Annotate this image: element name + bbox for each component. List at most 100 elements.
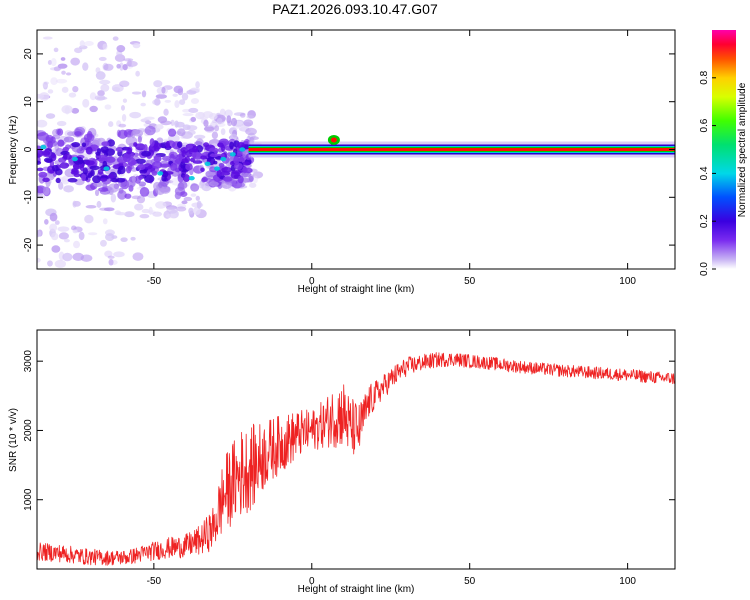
spectrogram-energy-blob bbox=[141, 90, 147, 98]
spectrogram-energy-blob bbox=[200, 167, 205, 173]
spectrogram-energy-blob bbox=[104, 250, 113, 258]
spectrogram-energy-blob bbox=[220, 156, 227, 162]
spectrogram-energy-blob bbox=[97, 90, 105, 97]
spectrogram-energy-blob bbox=[203, 142, 210, 148]
spectrogram-energy-blob bbox=[181, 158, 189, 164]
spectrogram-energy-blob bbox=[63, 239, 70, 243]
spectrogram-energy-blob bbox=[37, 160, 42, 165]
spectrogram-energy-blob bbox=[190, 98, 200, 105]
spectrogram-energy-blob bbox=[220, 128, 226, 136]
spectrogram-energy-blob bbox=[117, 129, 128, 139]
spectrogram-energy-blob bbox=[67, 178, 78, 183]
spectrogram-energy-blob bbox=[105, 229, 115, 236]
spectrogram-energy-blob bbox=[124, 211, 135, 218]
spectrogram-energy-blob bbox=[242, 161, 251, 166]
spectrogram-energy-blob bbox=[137, 163, 146, 171]
spectrogram-energy-blob bbox=[223, 176, 233, 182]
spectrogram-energy-blob bbox=[85, 204, 97, 209]
spectrogram-x-tick-label: 100 bbox=[619, 276, 636, 287]
spectrogram-energy-blob bbox=[66, 131, 76, 137]
spectrogram-energy-blob bbox=[195, 195, 200, 201]
colorbar-gradient bbox=[712, 30, 736, 269]
spectrogram-energy-blob bbox=[183, 196, 193, 202]
spectrogram-energy-blob bbox=[37, 257, 41, 263]
spectrogram-energy-blob bbox=[56, 120, 67, 127]
spectrogram-energy-blob bbox=[144, 125, 156, 136]
spectrogram-energy-blob bbox=[114, 210, 122, 216]
spectrogram-energy-blob bbox=[181, 149, 187, 158]
spectrogram-energy-blob bbox=[122, 98, 128, 103]
spectrogram-energy-blob bbox=[47, 89, 54, 94]
spectrogram-energy-blob bbox=[37, 167, 44, 172]
spectrogram-energy-blob bbox=[155, 124, 164, 130]
spectrogram-energy-blob bbox=[120, 237, 128, 243]
spectrogram-energy-blob bbox=[191, 150, 197, 159]
spectrogram-energy-blob bbox=[160, 163, 171, 168]
spectrogram-energy-blob bbox=[134, 158, 146, 164]
spectrogram-y-tick-label: -20 bbox=[23, 237, 34, 252]
spectrogram-energy-blob bbox=[55, 177, 61, 184]
spectrogram-energy-blob bbox=[162, 155, 171, 161]
spectrogram-energy-blob bbox=[158, 181, 163, 188]
spectrogram-energy-blob bbox=[204, 125, 215, 133]
spectrogram-energy-blob bbox=[54, 259, 66, 268]
spectrogram-energy-blob bbox=[214, 166, 221, 171]
spectrogram-energy-blob bbox=[99, 79, 111, 85]
spectrogram-energy-blob bbox=[123, 58, 134, 62]
spectrogram-energy-blob bbox=[85, 146, 93, 155]
spectrogram-energy-blob bbox=[71, 141, 81, 148]
spectrogram-energy-blob bbox=[153, 80, 163, 88]
spectrogram-energy-blob bbox=[47, 60, 52, 65]
spectrogram-energy-blob bbox=[193, 134, 206, 140]
carrier-core-band bbox=[248, 148, 675, 151]
spectrogram-energy-blob bbox=[100, 177, 108, 182]
spectrogram-energy-blob bbox=[43, 81, 49, 85]
spectrogram-energy-blob bbox=[45, 134, 54, 143]
spectrogram-energy-blob bbox=[74, 47, 83, 54]
spectrogram-energy-blob bbox=[87, 172, 93, 179]
spectrogram-energy-blob bbox=[110, 193, 117, 203]
spectrogram-energy-blob bbox=[129, 111, 142, 119]
snr-x-tick-label: 50 bbox=[464, 576, 476, 587]
spectrogram-energy-blob bbox=[230, 117, 238, 127]
spectrogram-energy-blob bbox=[161, 86, 166, 94]
spectrogram-energy-blob bbox=[139, 187, 150, 197]
spectrogram-energy-blob bbox=[61, 175, 70, 185]
spectrogram-energy-blob bbox=[160, 120, 172, 126]
spectrogram-energy-blob bbox=[42, 177, 50, 183]
spectrogram-x-tick-label: 50 bbox=[464, 276, 476, 287]
spectrogram-energy-blob bbox=[119, 80, 130, 88]
spectrogram-energy-blob bbox=[70, 170, 79, 175]
spectrogram-energy-blob bbox=[188, 107, 199, 113]
spectrogram-energy-blob bbox=[221, 144, 226, 153]
spectrogram-energy-blob bbox=[116, 45, 126, 53]
spectrogram-energy-blob bbox=[79, 40, 85, 48]
spectrogram-energy-blob bbox=[182, 112, 194, 117]
spectrogram-energy-blob bbox=[166, 207, 178, 214]
spectrogram-energy-blob bbox=[40, 144, 47, 150]
spectrogram-energy-blob bbox=[137, 135, 142, 143]
spectrogram-energy-blob bbox=[149, 138, 155, 147]
spectrogram-energy-blob bbox=[178, 181, 188, 190]
colorbar-label: Normalized spectral amplitude bbox=[737, 82, 748, 217]
spectrogram-energy-blob bbox=[245, 127, 257, 136]
spectrogram-energy-blob bbox=[105, 156, 116, 163]
spectrogram-energy-blob bbox=[61, 70, 66, 75]
spectrogram-energy-blob bbox=[186, 144, 194, 149]
spectrogram-energy-blob bbox=[102, 218, 108, 225]
spectrogram-energy-blob bbox=[190, 116, 197, 122]
spectrogram-energy-blob bbox=[163, 108, 169, 116]
spectrogram-energy-blob bbox=[131, 175, 136, 183]
spectrogram-energy-blob bbox=[84, 41, 94, 46]
spectrogram-energy-blob bbox=[79, 162, 85, 172]
spectrogram-energy-blob bbox=[111, 84, 124, 93]
colorbar: 0.0 0.2 0.4 0.6 0.8 Normalized spectral ampl… bbox=[699, 30, 748, 276]
spectrogram-energy-blob bbox=[176, 206, 187, 212]
spectrogram-energy-blob bbox=[224, 109, 233, 118]
spectrogram-energy-blob bbox=[107, 139, 115, 147]
spectrogram-energy-blob bbox=[117, 169, 122, 175]
spectrogram-energy-blob bbox=[229, 141, 234, 150]
spectrogram-energy-blob bbox=[179, 191, 188, 197]
spectrogram-energy-blob bbox=[216, 169, 222, 178]
